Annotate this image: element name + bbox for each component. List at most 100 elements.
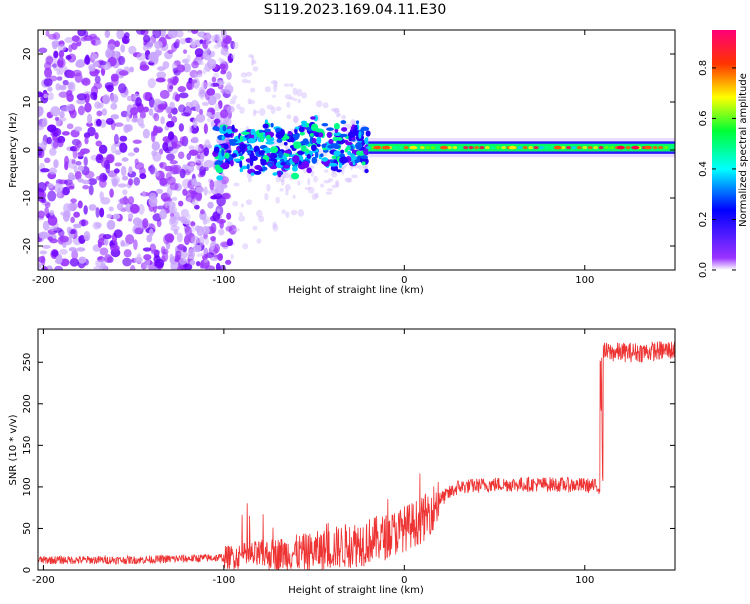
signal-blob (239, 160, 243, 168)
noise-blob (191, 178, 196, 186)
noise-blob (64, 155, 69, 167)
noise-blob (210, 222, 217, 234)
noise-blob (245, 199, 253, 206)
noise-blob (159, 177, 168, 186)
noise-blob (69, 109, 77, 119)
noise-blob (41, 197, 47, 204)
noise-blob (304, 186, 312, 190)
noise-blob (142, 106, 150, 113)
noise-blob (288, 96, 295, 100)
signal-blob (267, 158, 277, 162)
noise-blob (203, 147, 209, 157)
noise-blob (59, 111, 65, 119)
signal-blob (332, 136, 338, 142)
noise-blob (142, 34, 151, 43)
signal-blob (270, 122, 274, 128)
noise-blob (72, 223, 82, 229)
noise-blob (186, 54, 191, 63)
noise-blob (59, 117, 67, 122)
noise-blob (322, 102, 329, 109)
noise-blob (129, 264, 136, 270)
signal-blob (284, 135, 290, 140)
noise-blob (50, 106, 61, 117)
noise-blob (104, 30, 111, 39)
noise-blob (239, 106, 245, 114)
noise-blob (177, 244, 186, 251)
noise-blob (110, 73, 119, 82)
noise-blob (138, 203, 145, 215)
noise-blob (98, 144, 108, 155)
noise-blob (344, 177, 352, 182)
noise-blob (132, 139, 142, 144)
noise-blob (133, 147, 140, 153)
noise-blob (183, 234, 191, 246)
y-tick-label: 250 (22, 353, 33, 372)
noise-blob (163, 234, 170, 245)
signal-blob (457, 146, 463, 150)
signal-peak (643, 145, 652, 150)
noise-blob (290, 209, 298, 216)
noise-blob (68, 174, 76, 181)
noise-blob (203, 186, 208, 196)
signal-blob (490, 146, 496, 150)
noise-blob (93, 265, 104, 270)
colorbar-label: Normalized spectral amplitude (738, 73, 749, 227)
noise-blob (194, 204, 200, 210)
signal-blob (347, 150, 352, 156)
noise-blob (47, 86, 53, 92)
noise-blob (226, 81, 232, 88)
signal-blob (278, 151, 283, 159)
noise-blob (325, 191, 333, 195)
noise-blob (65, 182, 75, 189)
noise-blob (99, 60, 107, 66)
signal-blob (538, 146, 544, 150)
noise-blob (154, 171, 160, 177)
noise-blob (247, 178, 252, 183)
signal-blob (292, 134, 300, 139)
signal-blob (284, 149, 292, 154)
noise-blob (171, 196, 178, 201)
noise-blob (49, 209, 55, 216)
noise-blob (213, 72, 220, 79)
signal-blob (522, 146, 528, 150)
signal-blob (436, 146, 442, 150)
noise-blob (45, 55, 54, 65)
noise-blob (343, 163, 348, 168)
noise-blob (252, 225, 258, 231)
noise-blob (122, 257, 132, 267)
noise-blob (311, 193, 318, 201)
noise-blob (38, 47, 48, 54)
noise-blob (215, 181, 222, 190)
noise-blob (178, 123, 185, 132)
signal-blob (517, 146, 523, 150)
noise-blob (134, 227, 143, 235)
noise-blob (126, 95, 133, 102)
noise-blob (121, 157, 129, 162)
noise-blob (188, 125, 193, 134)
noise-blob (156, 219, 162, 228)
noise-blob (122, 189, 128, 195)
noise-blob (142, 247, 152, 252)
noise-blob (226, 71, 232, 80)
noise-blob (185, 101, 193, 108)
noise-blob (83, 156, 88, 167)
signal-blob (326, 127, 334, 131)
noise-blob (297, 209, 305, 217)
noise-blob (128, 166, 133, 174)
noise-blob (210, 235, 216, 242)
signal-blob (253, 133, 258, 140)
noise-blob (205, 90, 210, 101)
signal-blob (333, 132, 342, 137)
signal-blob (240, 131, 250, 135)
signal-blob (354, 159, 359, 164)
noise-blob (58, 91, 69, 98)
signal-blob (598, 146, 604, 150)
signal-blob (452, 146, 458, 150)
signal-blob (533, 146, 539, 150)
signal-blob (313, 114, 319, 122)
noise-blob (166, 146, 174, 151)
noise-blob (109, 188, 114, 198)
noise-blob (175, 30, 184, 38)
noise-blob (51, 40, 61, 48)
noise-blob (38, 106, 44, 117)
